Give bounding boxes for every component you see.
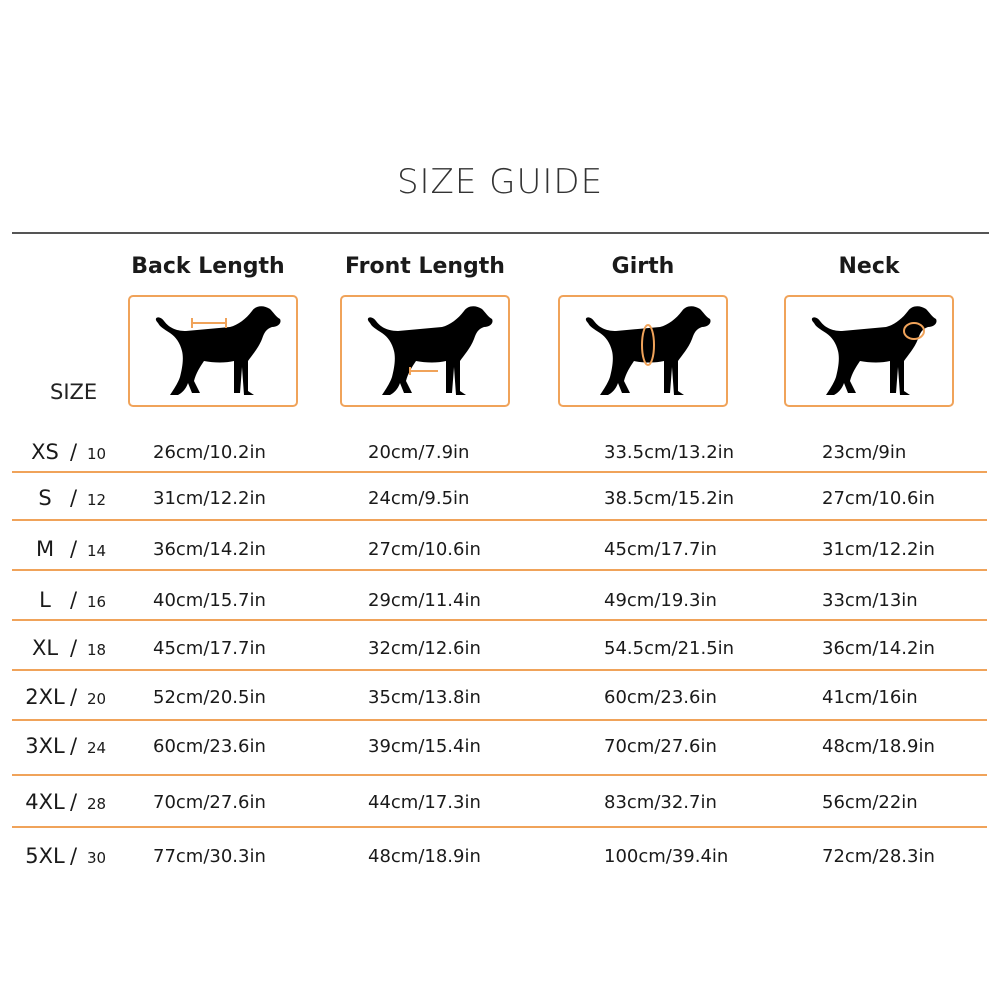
size-separator: / <box>70 844 78 868</box>
table-row: L / 16 40cm/15.7in 29cm/11.4in 49cm/19.3in… <box>0 588 1000 618</box>
measurement-value: 48cm/18.9in <box>822 736 935 757</box>
measurement-value: 54.5cm/21.5in <box>604 638 735 659</box>
size-label: 4XL <box>25 790 65 814</box>
measurement-value: 40cm/15.7in <box>153 590 266 611</box>
column-header: Girth <box>611 254 675 279</box>
table-row: 4XL / 28 70cm/27.6in 44cm/17.3in 83cm/32.7… <box>0 790 1000 820</box>
measurement-value: 56cm/22in <box>822 792 918 813</box>
measurement-value: 24cm/9.5in <box>368 488 470 509</box>
table-row: XL / 18 45cm/17.7in 32cm/12.6in 54.5cm/21.… <box>0 636 1000 666</box>
measurement-value: 36cm/14.2in <box>153 539 266 560</box>
measurement-value: 29cm/11.4in <box>368 590 481 611</box>
measurement-value: 70cm/27.6in <box>604 736 717 757</box>
size-label: 5XL <box>25 844 65 868</box>
measurement-value: 33.5cm/13.2in <box>604 442 735 463</box>
measurement-illustration <box>558 295 728 407</box>
measurement-value: 41cm/16in <box>822 687 918 708</box>
measurement-value: 70cm/27.6in <box>153 792 266 813</box>
row-divider <box>12 569 987 571</box>
size-number: 30 <box>87 849 107 867</box>
size-number: 16 <box>87 593 107 611</box>
measurement-illustration <box>340 295 510 407</box>
dog-back-length-icon <box>155 306 281 395</box>
table-row: S / 12 31cm/12.2in 24cm/9.5in 38.5cm/15.2i… <box>0 486 1000 516</box>
table-row: 5XL / 30 77cm/30.3in 48cm/18.9in 100cm/39.… <box>0 844 1000 874</box>
measurement-value: 45cm/17.7in <box>604 539 717 560</box>
measurement-value: 23cm/9in <box>822 442 907 463</box>
size-label: XS <box>31 440 59 464</box>
size-number: 12 <box>87 491 107 509</box>
measurement-value: 39cm/15.4in <box>368 736 481 757</box>
title-divider <box>12 232 989 234</box>
measurement-illustration <box>784 295 954 407</box>
size-separator: / <box>70 588 78 612</box>
measurement-value: 36cm/14.2in <box>822 638 935 659</box>
measurement-illustration <box>128 295 298 407</box>
size-label: 3XL <box>25 734 65 758</box>
measurement-value: 72cm/28.3in <box>822 846 935 867</box>
row-divider <box>12 619 987 621</box>
measurement-value: 83cm/32.7in <box>604 792 717 813</box>
size-number: 10 <box>87 445 107 463</box>
measurement-value: 31cm/12.2in <box>153 488 266 509</box>
measurement-value: 35cm/13.8in <box>368 687 481 708</box>
measurement-value: 26cm/10.2in <box>153 442 266 463</box>
measurement-value: 77cm/30.3in <box>153 846 266 867</box>
size-separator: / <box>70 486 78 510</box>
dog-front-length-icon <box>367 306 493 395</box>
table-row: 3XL / 24 60cm/23.6in 39cm/15.4in 70cm/27.6… <box>0 734 1000 764</box>
size-column-header: SIZE <box>50 380 98 404</box>
measurement-value: 60cm/23.6in <box>604 687 717 708</box>
row-divider <box>12 669 987 671</box>
dog-neck-icon <box>811 306 937 395</box>
measurement-value: 60cm/23.6in <box>153 736 266 757</box>
column-header: Back Length <box>131 254 285 279</box>
measurement-value: 100cm/39.4in <box>604 846 729 867</box>
measurement-value: 45cm/17.7in <box>153 638 266 659</box>
size-number: 14 <box>87 542 107 560</box>
size-number: 24 <box>87 739 107 757</box>
table-row: 2XL / 20 52cm/20.5in 35cm/13.8in 60cm/23.6… <box>0 685 1000 715</box>
column-header: Front Length <box>345 254 505 279</box>
size-label: L <box>39 588 51 612</box>
measurement-value: 44cm/17.3in <box>368 792 481 813</box>
table-row: XS / 10 26cm/10.2in 20cm/7.9in 33.5cm/13.2… <box>0 440 1000 470</box>
dog-girth-icon <box>585 306 711 395</box>
measurement-value: 33cm/13in <box>822 590 918 611</box>
measurement-value: 27cm/10.6in <box>822 488 935 509</box>
size-separator: / <box>70 790 78 814</box>
size-separator: / <box>70 734 78 758</box>
size-label: 2XL <box>25 685 65 709</box>
page-title: SIZE GUIDE <box>396 162 604 202</box>
column-header: Neck <box>838 254 900 279</box>
size-label: XL <box>31 636 59 660</box>
row-divider <box>12 471 987 473</box>
measurement-value: 20cm/7.9in <box>368 442 470 463</box>
size-number: 20 <box>87 690 107 708</box>
size-separator: / <box>70 537 78 561</box>
row-divider <box>12 719 987 721</box>
size-number: 18 <box>87 641 107 659</box>
measurement-value: 49cm/19.3in <box>604 590 717 611</box>
measurement-value: 38.5cm/15.2in <box>604 488 735 509</box>
row-divider <box>12 519 987 521</box>
size-separator: / <box>70 440 78 464</box>
table-row: M / 14 36cm/14.2in 27cm/10.6in 45cm/17.7in… <box>0 537 1000 567</box>
measurement-value: 32cm/12.6in <box>368 638 481 659</box>
row-divider <box>12 826 987 828</box>
size-label: M <box>35 537 55 561</box>
measurement-value: 31cm/12.2in <box>822 539 935 560</box>
size-label: S <box>38 486 52 510</box>
measurement-value: 48cm/18.9in <box>368 846 481 867</box>
size-number: 28 <box>87 795 107 813</box>
size-separator: / <box>70 685 78 709</box>
size-separator: / <box>70 636 78 660</box>
row-divider <box>12 774 987 776</box>
measurement-value: 52cm/20.5in <box>153 687 266 708</box>
measurement-value: 27cm/10.6in <box>368 539 481 560</box>
